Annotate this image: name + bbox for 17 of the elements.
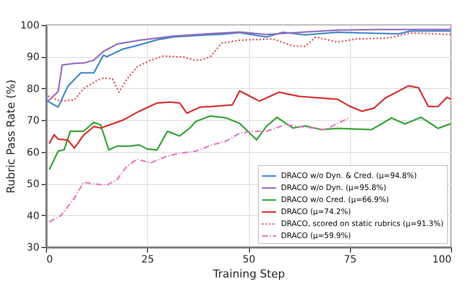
y-tick-label: 100 <box>20 20 40 32</box>
x-tick-label: 0 <box>46 254 53 266</box>
y-tick-label: 60 <box>26 147 40 158</box>
y-tick-label: 30 <box>26 242 40 254</box>
x-axis-title: Training Step <box>212 268 285 280</box>
line-series <box>48 85 452 149</box>
x-tick-label: 50 <box>242 254 256 266</box>
y-tick-label: 40 <box>26 210 40 222</box>
x-tick-label: 75 <box>344 254 357 266</box>
y-tick-label: 70 <box>26 116 40 127</box>
y-tick-label: 90 <box>26 52 40 64</box>
line-series <box>48 115 452 170</box>
y-tick-label: 80 <box>26 84 40 95</box>
y-tick-label: 50 <box>26 179 40 190</box>
x-tick-label: 25 <box>141 254 154 266</box>
x-tick-label: 100 <box>432 254 452 266</box>
y-axis-title: Rubric Pass Rate (%) <box>4 80 18 194</box>
